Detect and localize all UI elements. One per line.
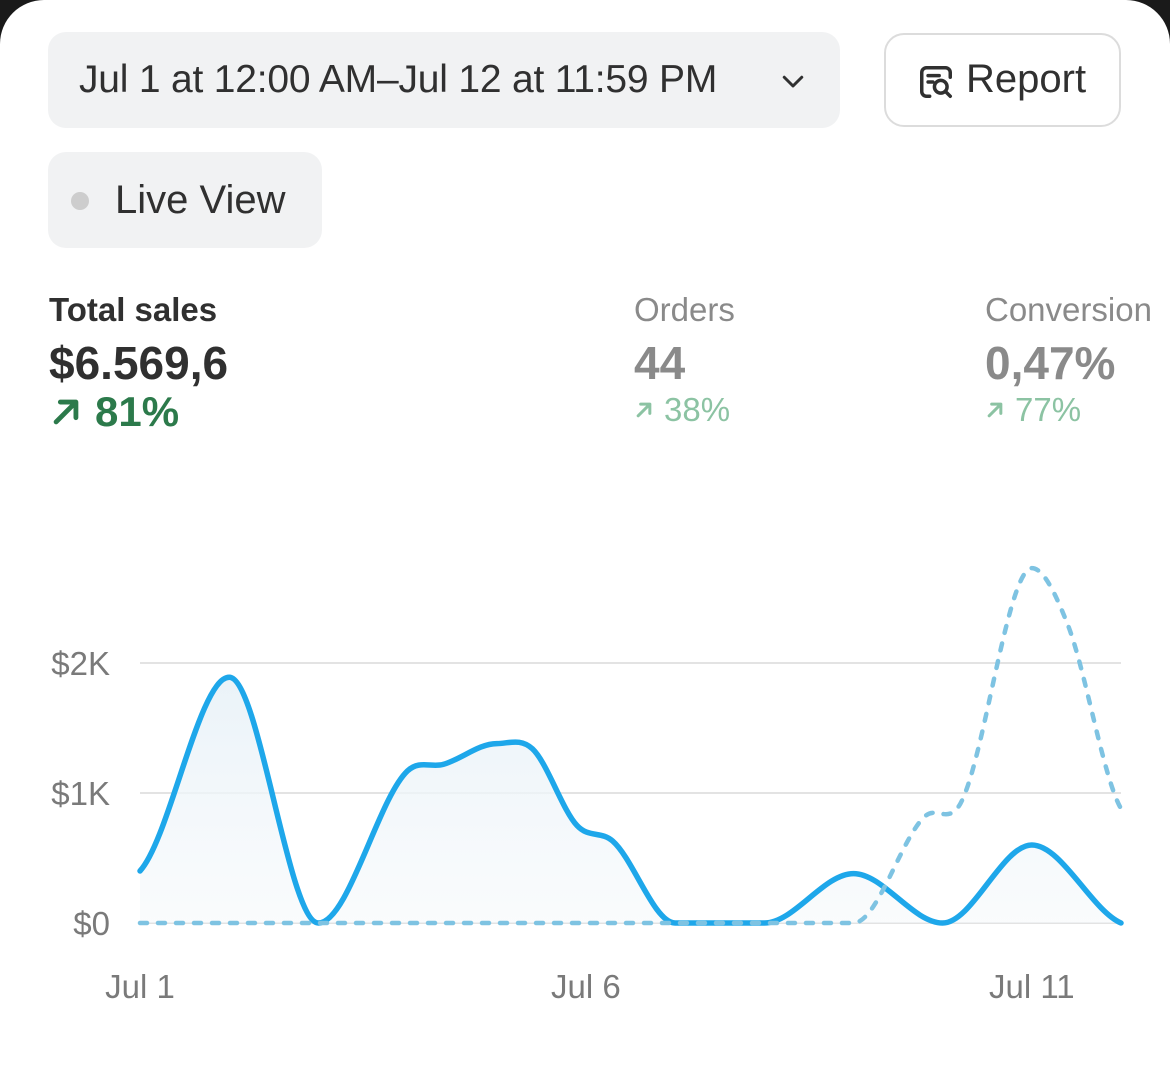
current-series-line bbox=[137, 674, 1124, 926]
y-tick-label: $1K bbox=[51, 775, 110, 812]
metric-change-value: 77% bbox=[1015, 391, 1082, 428]
metric-orders[interactable]: Orders 44 38% bbox=[634, 292, 735, 431]
x-tick-label: Jul 1 bbox=[105, 968, 175, 1005]
arrow-up-right-icon bbox=[53, 399, 79, 425]
metric-conversion[interactable]: Conversion 0,47% 77% bbox=[985, 292, 1152, 431]
comparison-series-line bbox=[137, 565, 1124, 926]
report-button[interactable]: Report bbox=[884, 33, 1121, 127]
live-view-label: Live View bbox=[115, 178, 286, 222]
metric-value: 0,47% bbox=[985, 337, 1116, 389]
arrow-up-right-icon bbox=[987, 402, 1003, 418]
metric-value: 44 bbox=[634, 337, 686, 389]
metric-label: Orders bbox=[634, 291, 735, 328]
x-tick-label: Jul 11 bbox=[989, 968, 1075, 1005]
x-tick-label: Jul 6 bbox=[551, 968, 621, 1005]
metric-change: 81% bbox=[49, 391, 228, 433]
report-search-icon bbox=[920, 66, 952, 98]
report-button-label: Report bbox=[966, 57, 1087, 101]
metric-change: 77% bbox=[985, 389, 1152, 431]
metric-label: Conversion bbox=[985, 291, 1152, 328]
metric-total-sales[interactable]: Total sales $6.569,6 81% bbox=[49, 292, 228, 433]
chevron-down-icon bbox=[782, 75, 804, 88]
metric-change-value: 81% bbox=[95, 388, 180, 435]
metric-label: Total sales bbox=[49, 291, 218, 328]
y-tick-label: $2K bbox=[51, 645, 110, 682]
metric-change-value: 38% bbox=[664, 391, 731, 428]
arrow-up-right-icon bbox=[636, 402, 652, 418]
y-tick-label: $0 bbox=[73, 905, 110, 942]
live-status-dot bbox=[71, 192, 89, 210]
metric-value: $6.569,6 bbox=[49, 337, 229, 389]
metric-change: 38% bbox=[634, 389, 735, 431]
date-range-picker[interactable]: Jul 1 at 12:00 AM–Jul 12 at 11:59 PM bbox=[48, 32, 840, 128]
series-area-fill bbox=[140, 677, 1121, 923]
live-view-button[interactable]: Live View bbox=[48, 152, 322, 248]
date-range-label: Jul 1 at 12:00 AM–Jul 12 at 11:59 PM bbox=[79, 58, 718, 101]
